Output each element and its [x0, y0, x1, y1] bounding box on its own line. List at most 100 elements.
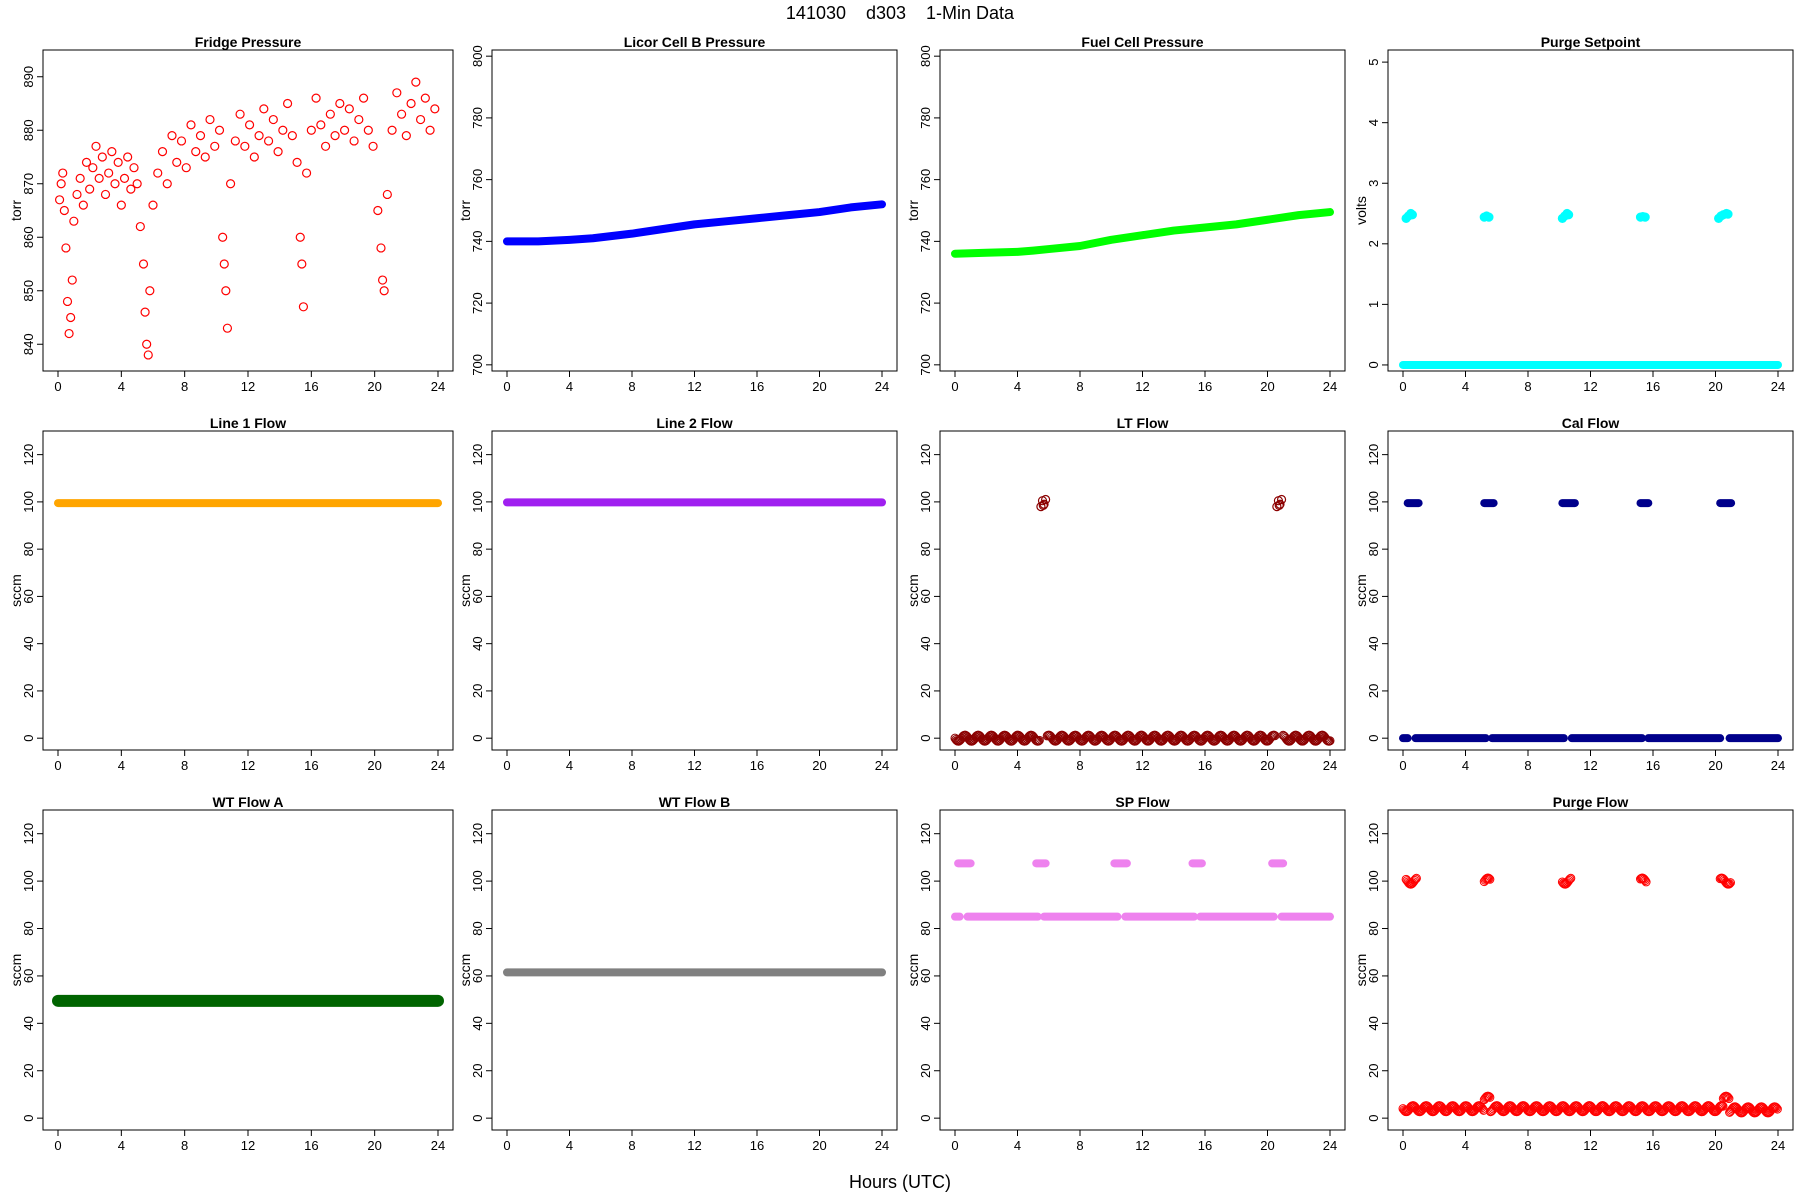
x-tick-label: 0	[951, 1138, 958, 1153]
x-tick-label: 24	[1323, 379, 1337, 394]
data-point	[1039, 499, 1049, 509]
data-point	[143, 350, 153, 360]
x-tick-label: 0	[54, 1138, 61, 1153]
data-point	[415, 114, 426, 125]
y-axis-label: sccm	[1353, 574, 1369, 607]
x-tick-label: 20	[1708, 379, 1722, 394]
data-point	[110, 179, 120, 189]
data-point	[306, 125, 316, 135]
y-tick-label: 120	[21, 823, 36, 845]
chart-licor-cell-b-pressure: Licor Cell B Pressure torr 0 4 8 12 16 20 24 700 7…	[457, 34, 898, 394]
data-point	[420, 93, 430, 103]
x-tick-label: 12	[687, 379, 701, 394]
x-tick-label: 20	[367, 758, 381, 773]
chart-cal-flow: Cal Flow sccm 0 4 8 12 16 20 24 0 20 40 60 80 100 120	[1353, 415, 1794, 773]
chart-line-1-flow: Line 1 Flow sccm 0 4 8 12 16 20 24 0 20 40 60 80 100 12…	[8, 415, 454, 773]
y-axis-label: torr	[8, 200, 24, 221]
x-tick-label: 4	[1462, 758, 1469, 773]
plot-frame	[491, 430, 898, 751]
y-tick-label: 740	[918, 231, 933, 253]
x-tick-label: 24	[1771, 758, 1785, 773]
data-point	[1615, 1105, 1625, 1115]
plot-title: WT Flow B	[659, 794, 731, 810]
data-point	[1315, 732, 1325, 742]
data-point	[1602, 1105, 1612, 1115]
data-point	[1410, 875, 1420, 885]
y-tick-label: 20	[1366, 684, 1381, 698]
y-axis-label: sccm	[457, 954, 473, 987]
x-tick-label: 12	[241, 758, 255, 773]
data-series	[1398, 873, 1782, 1118]
data-point	[1595, 1102, 1605, 1112]
y-tick-label: 100	[918, 491, 933, 513]
data-point	[297, 259, 307, 269]
y-tick-label: 3	[1366, 180, 1381, 187]
y-tick-label: 4	[1366, 119, 1381, 126]
data-point	[411, 77, 421, 87]
data-point	[382, 189, 392, 200]
y-tick-label: 850	[21, 280, 36, 302]
y-tick-label: 120	[470, 444, 485, 466]
data-point	[85, 184, 95, 194]
data-point	[295, 232, 305, 242]
data-point	[1489, 1102, 1499, 1112]
data-point	[1484, 212, 1494, 222]
y-tick-label: 890	[21, 66, 36, 88]
data-point	[298, 302, 309, 312]
data-point	[142, 339, 152, 349]
data-point	[1496, 1105, 1506, 1115]
data-point	[1723, 209, 1733, 219]
y-tick-label: 20	[21, 684, 36, 698]
data-point	[379, 286, 389, 296]
y-tick-label: 880	[21, 119, 36, 141]
y-tick-label: 780	[918, 107, 933, 129]
x-tick-label: 16	[304, 379, 318, 394]
data-point	[1325, 736, 1335, 746]
plot-frame	[939, 809, 1346, 1131]
x-tick-label: 0	[503, 758, 510, 773]
x-tick-label: 4	[566, 758, 573, 773]
data-point	[126, 184, 136, 194]
x-tick-label: 4	[566, 379, 573, 394]
y-tick-label: 0	[470, 1115, 485, 1122]
y-tick-label: 0	[1366, 735, 1381, 742]
data-point	[67, 275, 77, 285]
x-axis-caption: Hours (UTC)	[849, 1172, 951, 1192]
y-tick-label: 0	[470, 735, 485, 742]
data-point	[373, 205, 383, 216]
y-tick-label: 120	[1366, 444, 1381, 466]
data-point	[205, 114, 215, 125]
data-point	[951, 735, 961, 745]
data-point	[958, 732, 967, 742]
y-tick-label: 80	[470, 921, 485, 935]
data-point	[335, 98, 345, 109]
y-tick-label: 0	[21, 1115, 36, 1122]
x-tick-label: 4	[1014, 758, 1021, 773]
x-tick-label: 0	[503, 379, 510, 394]
data-point	[1485, 1092, 1495, 1102]
x-tick-label: 16	[1646, 758, 1660, 773]
y-tick-label: 100	[21, 870, 36, 892]
plot-title: Line 2 Flow	[656, 415, 732, 431]
data-point	[1722, 1091, 1732, 1101]
data-point	[200, 152, 210, 162]
y-tick-label: 80	[21, 542, 36, 556]
y-tick-label: 60	[470, 969, 485, 983]
data-point	[94, 173, 104, 183]
data-point	[249, 152, 259, 162]
data-point	[1275, 499, 1285, 509]
y-tick-label: 120	[21, 444, 36, 466]
data-point	[138, 259, 149, 269]
x-tick-label: 12	[1135, 1138, 1149, 1153]
data-point	[358, 93, 369, 103]
x-tick-label: 12	[1135, 379, 1149, 394]
y-tick-label: 60	[470, 589, 485, 603]
data-point	[325, 109, 335, 119]
data-point	[54, 195, 65, 205]
y-tick-label: 60	[21, 589, 36, 603]
data-point	[320, 141, 331, 151]
chart-wt-flow-a: WT Flow A sccm 0 4 8 12 16 20 24 0 20 40 60 80 100 120	[8, 794, 454, 1153]
data-point	[69, 216, 79, 226]
x-tick-label: 12	[1135, 758, 1149, 773]
data-point	[1321, 734, 1331, 744]
